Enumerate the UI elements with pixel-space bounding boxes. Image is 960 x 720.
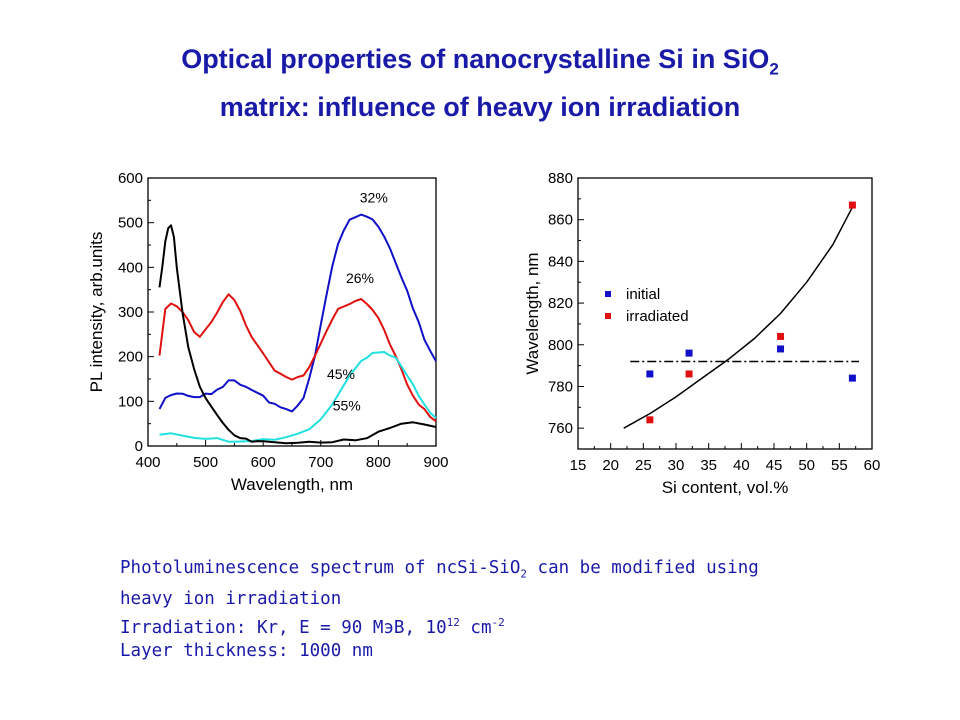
caption-line-1: Photoluminescence spectrum of ncSi-SiO2 … — [120, 558, 759, 581]
pl-series-line-32pct — [158, 213, 437, 413]
si-x-axis-label: Si content, vol.% — [662, 478, 789, 497]
caption-line-4: Layer thickness: 1000 nm — [120, 641, 373, 662]
si-legend-label-initial: initial — [626, 286, 660, 303]
pl-series-line-55pct — [158, 224, 437, 445]
si-y-tick-label: 860 — [548, 212, 573, 229]
pl-x-tick-label: 800 — [366, 454, 391, 471]
si-y-tick-label: 780 — [548, 378, 573, 395]
si-x-tick-label: 35 — [700, 457, 717, 474]
slide-title: Optical properties of nanocrystalline Si… — [0, 40, 960, 126]
si-point-irradiated — [646, 416, 654, 424]
caption-line-3: Irradiation: Kr, E = 90 МэВ, 1012 cm-2 — [120, 615, 505, 638]
pl-x-tick-label: 700 — [308, 454, 333, 471]
pl-x-tick-label: 400 — [135, 454, 160, 471]
si-x-tick-label: 15 — [570, 457, 587, 474]
si-point-irradiated — [685, 370, 693, 378]
si-point-irradiated — [848, 201, 856, 209]
si-y-axis-label: Wavelength, nm — [523, 252, 542, 374]
si-x-tick-label: 20 — [602, 457, 619, 474]
pl-y-tick-label: 200 — [118, 349, 143, 366]
pl-spectrum-chart: 400 500 600 700 800 900 0 100 200 300 400 500 600 Wav… — [87, 170, 449, 494]
pl-y-tick-label: 100 — [118, 393, 143, 410]
si-x-tick-label: 60 — [864, 457, 881, 474]
wavelength-vs-si-chart: 15 20 25 30 35 40 45 50 55 60 760 780 800 820 840 860 88… — [523, 170, 880, 497]
si-x-tick-label: 30 — [668, 457, 685, 474]
caption: Photoluminescence spectrum of ncSi-SiO2 … — [120, 556, 880, 663]
si-x-tick-label: 40 — [733, 457, 750, 474]
pl-x-tick-label: 900 — [423, 454, 448, 471]
pl-y-tick-label: 400 — [118, 259, 143, 276]
si-y-tick-label: 880 — [548, 170, 573, 187]
si-legend-label-irradiated: irradiated — [626, 308, 689, 325]
si-x-tick-label: 25 — [635, 457, 652, 474]
pl-x-tick-label: 500 — [193, 454, 218, 471]
si-x-tick-label: 45 — [766, 457, 783, 474]
si-point-initial — [848, 374, 856, 382]
pl-series-line-26pct — [158, 293, 437, 423]
pl-annotation-label: 45% — [327, 366, 355, 382]
si-plot-frame — [577, 177, 873, 450]
pl-y-tick-label: 0 — [135, 438, 143, 455]
si-point-initial — [685, 349, 693, 357]
si-point-irradiated — [777, 332, 785, 340]
title-line-2: matrix: influence of heavy ion irradiati… — [219, 92, 741, 123]
si-point-initial — [646, 370, 654, 378]
si-legend-marker-initial — [605, 291, 611, 297]
si-x-tick-label: 55 — [831, 457, 848, 474]
si-y-tick-label: 800 — [548, 337, 573, 354]
pl-annotation-label: 32% — [360, 190, 388, 206]
title-line-1: Optical properties of nanocrystalline Si… — [181, 44, 779, 79]
si-y-tick-label: 840 — [548, 253, 573, 270]
pl-y-axis-label: PL intensity, arb.units — [87, 232, 106, 393]
si-fit-curve — [623, 206, 854, 429]
pl-plot-frame — [147, 177, 437, 447]
pl-y-tick-label: 300 — [118, 304, 143, 321]
pl-series-line-45pct — [159, 351, 437, 443]
pl-annotation-label: 55% — [333, 397, 361, 413]
pl-annotation-label: 26% — [346, 270, 374, 286]
pl-y-tick-label: 600 — [118, 170, 143, 187]
si-legend-marker-irradiated — [605, 313, 611, 319]
pl-x-tick-label: 600 — [251, 454, 276, 471]
pl-x-axis-label: Wavelength, nm — [231, 475, 353, 494]
caption-line-2: heavy ion irradiation — [120, 588, 342, 609]
si-point-initial — [777, 345, 785, 353]
si-y-tick-label: 760 — [548, 420, 573, 437]
si-y-tick-label: 820 — [548, 295, 573, 312]
pl-y-tick-label: 500 — [118, 215, 143, 232]
si-x-tick-label: 50 — [798, 457, 815, 474]
